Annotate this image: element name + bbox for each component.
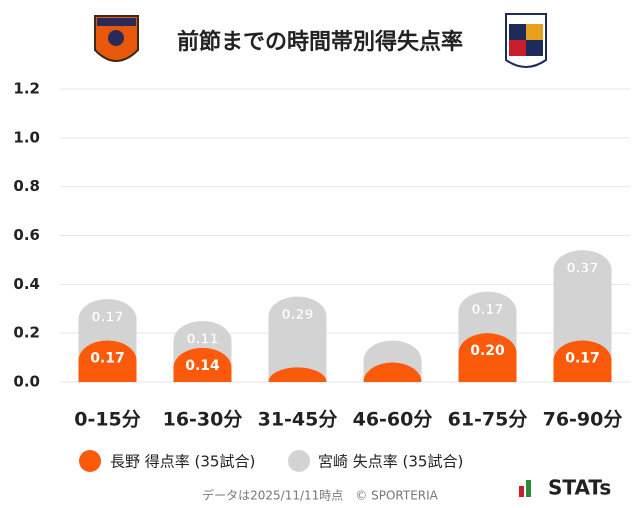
legend-label: 宮崎 失点率 (35試合) (318, 453, 463, 471)
value-label: 0.17 (90, 350, 125, 366)
bar (553, 250, 612, 361)
y-tick-label: 0.6 (13, 226, 40, 244)
y-tick-label: 0.4 (13, 275, 40, 293)
y-tick-label: 0.2 (13, 324, 40, 342)
x-tick-label: 46-60分 (353, 409, 433, 431)
x-tick-label: 61-75分 (448, 409, 528, 431)
x-tick-label: 76-90分 (543, 409, 623, 431)
y-tick-label: 0.0 (13, 373, 40, 391)
brand-icon (519, 486, 524, 497)
value-label: 0.17 (471, 303, 503, 318)
bar (553, 340, 612, 382)
bar (173, 347, 232, 382)
legend-swatch (79, 450, 101, 472)
footer: データは2025/11/11時点 © SPORTERIA (202, 488, 439, 503)
brand-icon (526, 480, 531, 497)
y-tick-label: 1.0 (13, 128, 40, 146)
x-tick-label: 31-45分 (258, 409, 338, 431)
value-label: 0.11 (186, 332, 218, 347)
bar (458, 333, 517, 382)
legend-label: 長野 得点率 (35試合) (110, 453, 255, 471)
value-label: 0.29 (281, 308, 313, 323)
value-label: 0.17 (91, 310, 123, 325)
home-logo (94, 15, 139, 62)
bar (78, 340, 137, 382)
legend-swatch (288, 450, 310, 472)
chart-title: 前節までの時間帯別得失点率 (177, 29, 463, 55)
value-label: 0.14 (185, 358, 220, 374)
brand: STATs (548, 476, 611, 500)
value-label: 0.37 (566, 262, 598, 277)
bar (268, 296, 327, 382)
bar (363, 362, 422, 382)
value-label: 0.20 (470, 343, 505, 359)
x-tick-label: 16-30分 (163, 409, 243, 431)
y-tick-label: 1.2 (13, 80, 40, 98)
y-tick-label: 0.8 (13, 177, 40, 195)
away-logo (505, 13, 547, 68)
value-label: 0.17 (565, 350, 600, 366)
bar (268, 367, 327, 382)
x-tick-label: 0-15分 (74, 409, 141, 431)
